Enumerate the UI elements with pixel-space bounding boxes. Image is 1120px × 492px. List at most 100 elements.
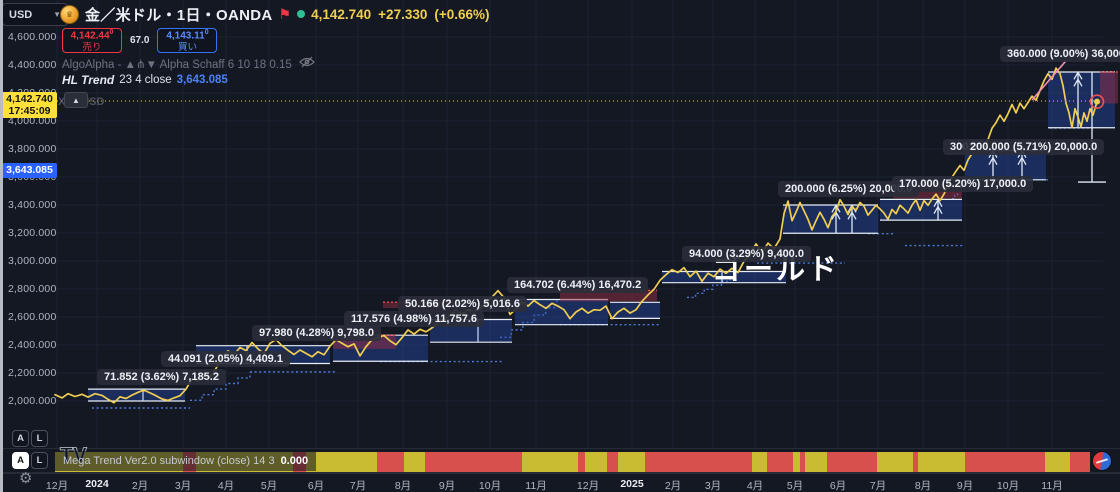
range-measure-label: 71.852 (3.62%) 7,185.2 xyxy=(97,369,226,385)
globe-icon[interactable] xyxy=(1092,451,1112,471)
mega-trend-segment-yellow xyxy=(404,452,425,472)
hltrend-close-price-tag: 3,643.085 xyxy=(2,163,57,178)
hltrend-params: 23 4 close xyxy=(119,74,172,86)
chevron-down-icon: ▼ xyxy=(53,10,61,19)
time-axis-label: 7月 xyxy=(349,480,367,492)
auto-scale-button-main[interactable]: A xyxy=(12,430,29,447)
mega-trend-segment-red xyxy=(767,452,793,472)
collapse-chevron-button[interactable]: ▲ xyxy=(64,92,88,108)
range-measure-label: 170.000 (5.20%) 17,000.0 xyxy=(892,176,1034,192)
time-axis-label: 6月 xyxy=(307,480,325,492)
time-axis-label: 8月 xyxy=(394,480,412,492)
time-axis-label: 2月 xyxy=(131,480,149,492)
time-axis-label: 10月 xyxy=(996,480,1020,492)
range-measure-label: 97.980 (4.28%) 9,798.0 xyxy=(252,325,381,341)
hltrend-value: 3,643.085 xyxy=(176,74,228,86)
range-measure-label: 94.000 (3.29%) 9,400.0 xyxy=(682,246,811,262)
price-scale-label: 2,800.000 xyxy=(8,283,57,295)
last-price: 4,142.740 xyxy=(311,6,372,22)
range-measure-label: 200.000 (5.71%) 20,000.0 xyxy=(963,139,1105,155)
time-axis-label: 7月 xyxy=(869,480,887,492)
time-axis-label: 2月 xyxy=(664,480,682,492)
eye-hidden-icon[interactable] xyxy=(298,56,315,71)
mega-trend-segment-yellow xyxy=(618,452,645,472)
time-axis-label: 11月 xyxy=(1041,480,1063,492)
price-scale-label: 3,800.000 xyxy=(8,143,57,155)
log-scale-button-main[interactable]: L xyxy=(31,430,48,447)
time-axis-label: 10月 xyxy=(478,480,502,492)
time-axis-label: 3月 xyxy=(704,480,722,492)
price-scale-label: 4,000.000 xyxy=(8,115,57,127)
mega-trend-segment-yellow xyxy=(805,452,827,472)
mega-trend-segment-yellow xyxy=(1045,452,1070,472)
mega-trend-segment-red xyxy=(965,452,1045,472)
flag-icon[interactable]: ⚑ xyxy=(278,6,292,22)
price-scale-label: 4,400.000 xyxy=(8,59,57,71)
last-price-ring xyxy=(1089,94,1105,109)
time-axis-label: 12月 xyxy=(576,480,600,492)
time-axis-label: 12月 xyxy=(45,480,69,492)
trade-panel: 4,142.440 売り 67.0 4,143.110 買い xyxy=(62,28,218,53)
time-axis-label: 4月 xyxy=(217,480,235,492)
mega-trend-segment-red xyxy=(578,452,585,472)
left-edge-strip xyxy=(0,0,3,492)
hltrend-name: HL Trend xyxy=(62,73,115,87)
mega-trend-segment-yellow xyxy=(877,452,913,472)
gear-icon[interactable]: ⚙ xyxy=(19,470,33,487)
range-measure-label: 117.576 (4.98%) 11,757.6 xyxy=(344,311,484,327)
mega-trend-segment-red xyxy=(913,452,918,472)
algoalpha-label: AlgoAlpha - ▲⋔▼ Alpha Schaff 6 10 18 0.1… xyxy=(62,58,292,71)
trend-box xyxy=(88,389,185,401)
time-axis-label: 11月 xyxy=(525,480,547,492)
time-axis-label: 4月 xyxy=(746,480,764,492)
symbol-header[interactable]: ♛ 金／米ドル・1日・OANDA ⚑ 4,142.740 +27.330 (+0… xyxy=(60,3,490,25)
countdown-timer: 17:45:09 xyxy=(8,105,51,117)
auto-scale-button-sub[interactable]: A xyxy=(12,452,29,469)
time-axis-label: 9月 xyxy=(438,480,456,492)
price-scale-label: 4,600.000 xyxy=(8,31,57,43)
indicator-legend-algoalpha[interactable]: AlgoAlpha - ▲⋔▼ Alpha Schaff 6 10 18 0.1… xyxy=(62,56,315,71)
sell-button[interactable]: 4,142.440 売り xyxy=(62,28,122,53)
price-scale-label: 2,400.000 xyxy=(8,339,57,351)
subwindow-name: Mega Trend Ver2.0 subwindow (close) 14 3 xyxy=(63,455,275,467)
buy-price: 4,143.110 xyxy=(166,29,209,42)
mega-trend-segment-red xyxy=(645,452,752,472)
price-scale-label: 2,600.000 xyxy=(8,311,57,323)
time-axis-label: 6月 xyxy=(829,480,847,492)
buy-button[interactable]: 4,143.110 買い xyxy=(157,28,218,53)
range-measure-label: 360.000 (9.00%) 36,000.0 xyxy=(1000,46,1120,62)
price-scale-label: 2,000.000 xyxy=(8,395,57,407)
range-measure-label: 44.091 (2.05%) 4,409.1 xyxy=(161,351,290,367)
time-axis[interactable]: 12月 2024 2月 3月 4月 5月 6月 7月 8月 9月 10月 11月 12月 2025 2月 3月… xyxy=(0,473,1120,492)
trend-box xyxy=(662,271,786,283)
price-change: +27.330 xyxy=(378,6,428,22)
gold-coin-icon: ♛ xyxy=(60,4,79,24)
mega-trend-segment-red xyxy=(800,452,805,472)
price-change-pct: (+0.66%) xyxy=(434,6,490,22)
time-axis-label: 2025 xyxy=(620,478,644,490)
market-status-dot xyxy=(297,10,306,18)
price-scale-label: 3,000.000 xyxy=(8,255,57,267)
mega-trend-segment-red xyxy=(1070,452,1090,472)
indicator-legend-hltrend[interactable]: HL Trend 23 4 close 3,643.085 xyxy=(62,73,228,87)
last-price-group: 4,142.740 +27.330 (+0.66%) xyxy=(311,7,489,22)
range-measure-label: 164.702 (6.44%) 16,470.2 xyxy=(507,277,649,293)
mega-trend-segment-red xyxy=(607,452,618,472)
subwindow-value: 0.000 xyxy=(280,455,309,467)
subwindow-indicator-legend[interactable]: Mega Trend Ver2.0 subwindow (close) 14 3… xyxy=(55,451,317,471)
current-price-countdown-tag[interactable]: 4,142.740 17:45:09 xyxy=(2,92,57,118)
buy-label: 買い xyxy=(177,41,197,53)
last-price-dot xyxy=(1094,98,1100,105)
time-axis-label: 2024 xyxy=(85,478,109,490)
time-axis-label: 8月 xyxy=(914,480,932,492)
resistance-band xyxy=(1100,72,1118,104)
mega-trend-segment-yellow xyxy=(522,452,578,472)
trend-box xyxy=(965,150,1046,180)
currency-selector[interactable]: USD ▼ xyxy=(2,3,68,26)
mega-trend-segment-yellow xyxy=(918,452,965,472)
currency-selector-label: USD xyxy=(9,8,33,21)
mega-trend-segment-red xyxy=(827,452,877,472)
time-axis-label: 5月 xyxy=(260,480,278,492)
log-scale-button-sub[interactable]: L xyxy=(31,452,48,469)
